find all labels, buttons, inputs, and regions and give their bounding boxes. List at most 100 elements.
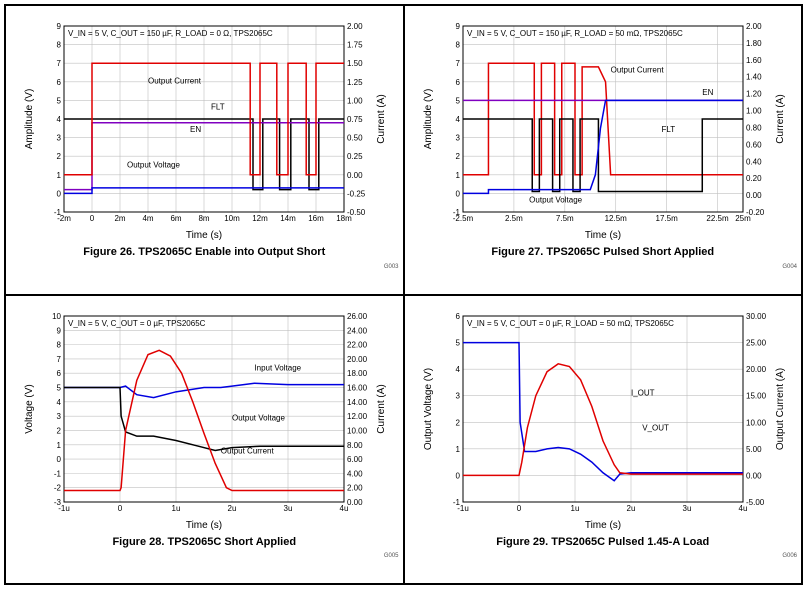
svg-text:-3: -3 xyxy=(54,498,62,507)
figure-grid: -2m02m4m6m8m10m12m14m16m18m-10123456789-… xyxy=(4,4,803,585)
svg-text:8: 8 xyxy=(455,41,460,50)
svg-text:4.00: 4.00 xyxy=(347,469,363,478)
svg-text:0: 0 xyxy=(517,504,522,513)
svg-text:-1: -1 xyxy=(453,208,461,217)
svg-text:7: 7 xyxy=(57,354,62,363)
svg-text:12.00: 12.00 xyxy=(347,412,368,421)
cell-fig27: -2.5m2.5m7.5m12.5m17.5m22.5m25m-10123456… xyxy=(404,5,803,295)
plot-fig27: -2.5m2.5m7.5m12.5m17.5m22.5m25m-10123456… xyxy=(419,12,787,242)
svg-text:2.00: 2.00 xyxy=(347,22,363,31)
svg-text:2u: 2u xyxy=(626,504,635,513)
svg-text:Amplitude (V): Amplitude (V) xyxy=(423,89,434,150)
svg-text:Voltage (V): Voltage (V) xyxy=(24,384,35,433)
cell-fig29: -1u01u2u3u4u-10123456-5.000.005.0010.001… xyxy=(404,295,803,585)
svg-text:1.75: 1.75 xyxy=(347,41,363,50)
svg-text:22.00: 22.00 xyxy=(347,340,368,349)
svg-text:20.00: 20.00 xyxy=(746,365,767,374)
svg-text:6m: 6m xyxy=(171,214,182,223)
svg-text:5: 5 xyxy=(455,338,460,347)
svg-text:V_OUT: V_OUT xyxy=(642,423,669,432)
svg-text:10.00: 10.00 xyxy=(746,418,767,427)
svg-text:0.50: 0.50 xyxy=(347,134,363,143)
plot-fig28: -1u01u2u3u4u-3-2-10123456789100.002.004.… xyxy=(20,302,388,532)
svg-text:6: 6 xyxy=(57,78,62,87)
svg-text:1: 1 xyxy=(455,171,460,180)
svg-text:-1: -1 xyxy=(453,498,461,507)
svg-text:1u: 1u xyxy=(570,504,579,513)
svg-text:0: 0 xyxy=(455,471,460,480)
svg-text:2: 2 xyxy=(57,152,62,161)
svg-text:0: 0 xyxy=(118,504,123,513)
svg-text:1: 1 xyxy=(57,440,62,449)
svg-text:1: 1 xyxy=(455,444,460,453)
svg-text:26.00: 26.00 xyxy=(347,312,368,321)
svg-text:-1: -1 xyxy=(54,208,62,217)
svg-text:2.00: 2.00 xyxy=(746,22,762,31)
caption-fig27: Figure 27. TPS2065C Pulsed Short Applied xyxy=(491,246,714,258)
svg-text:1.40: 1.40 xyxy=(746,73,762,82)
svg-text:8: 8 xyxy=(57,340,62,349)
svg-text:4m: 4m xyxy=(143,214,154,223)
svg-text:0.00: 0.00 xyxy=(746,471,762,480)
svg-text:9: 9 xyxy=(57,326,62,335)
svg-text:3u: 3u xyxy=(284,504,293,513)
svg-text:2: 2 xyxy=(455,152,460,161)
svg-text:16m: 16m xyxy=(308,214,324,223)
svg-text:I_OUT: I_OUT xyxy=(631,388,655,397)
svg-text:Time (s): Time (s) xyxy=(186,520,222,531)
svg-text:-5.00: -5.00 xyxy=(746,498,765,507)
svg-text:3u: 3u xyxy=(682,504,691,513)
svg-text:-0.25: -0.25 xyxy=(347,189,366,198)
svg-text:3: 3 xyxy=(57,134,62,143)
svg-text:10.00: 10.00 xyxy=(347,426,368,435)
svg-text:-0.20: -0.20 xyxy=(746,208,765,217)
svg-text:FLT: FLT xyxy=(661,125,675,134)
svg-text:0.60: 0.60 xyxy=(746,140,762,149)
svg-text:10: 10 xyxy=(52,312,61,321)
svg-text:12m: 12m xyxy=(252,214,268,223)
svg-text:2u: 2u xyxy=(228,504,237,513)
svg-text:EN: EN xyxy=(190,125,201,134)
svg-text:Time (s): Time (s) xyxy=(585,520,621,531)
svg-text:Output Voltage: Output Voltage xyxy=(529,196,582,205)
svg-text:25.00: 25.00 xyxy=(746,338,767,347)
svg-text:9: 9 xyxy=(57,22,62,31)
svg-text:3: 3 xyxy=(57,412,62,421)
svg-text:-1: -1 xyxy=(54,469,62,478)
svg-text:Output Current: Output Current xyxy=(221,446,275,455)
svg-text:6: 6 xyxy=(455,78,460,87)
svg-text:6: 6 xyxy=(57,369,62,378)
svg-text:Output Current (A): Output Current (A) xyxy=(775,367,786,449)
svg-text:1: 1 xyxy=(57,171,62,180)
svg-text:6: 6 xyxy=(455,312,460,321)
svg-text:1.25: 1.25 xyxy=(347,78,363,87)
svg-text:Current (A): Current (A) xyxy=(376,94,387,143)
svg-text:3: 3 xyxy=(455,134,460,143)
svg-text:14m: 14m xyxy=(280,214,296,223)
svg-text:0.00: 0.00 xyxy=(347,498,363,507)
svg-text:9: 9 xyxy=(455,22,460,31)
svg-text:0.75: 0.75 xyxy=(347,115,363,124)
svg-text:0: 0 xyxy=(57,455,62,464)
svg-text:6.00: 6.00 xyxy=(347,455,363,464)
svg-text:7: 7 xyxy=(455,59,460,68)
svg-text:1.50: 1.50 xyxy=(347,59,363,68)
svg-text:Input Voltage: Input Voltage xyxy=(255,363,302,372)
svg-text:14.00: 14.00 xyxy=(347,397,368,406)
id-fig29: G006 xyxy=(782,553,797,559)
svg-text:0.00: 0.00 xyxy=(347,171,363,180)
svg-text:0: 0 xyxy=(455,189,460,198)
svg-text:Current (A): Current (A) xyxy=(376,384,387,433)
svg-text:0.20: 0.20 xyxy=(746,174,762,183)
svg-text:V_IN = 5 V, C_OUT = 150 µF, R_: V_IN = 5 V, C_OUT = 150 µF, R_LOAD = 50 … xyxy=(467,29,683,38)
svg-text:4: 4 xyxy=(57,397,62,406)
svg-text:EN: EN xyxy=(702,88,713,97)
cell-fig26: -2m02m4m6m8m10m12m14m16m18m-10123456789-… xyxy=(5,5,404,295)
svg-text:Output Voltage: Output Voltage xyxy=(127,160,180,169)
svg-text:V_IN = 5 V, C_OUT = 0 µF, R_LO: V_IN = 5 V, C_OUT = 0 µF, R_LOAD = 50 mΩ… xyxy=(467,319,674,328)
svg-text:1.00: 1.00 xyxy=(347,96,363,105)
caption-fig28: Figure 28. TPS2065C Short Applied xyxy=(112,536,296,548)
svg-text:7.5m: 7.5m xyxy=(556,214,574,223)
svg-text:-2: -2 xyxy=(54,483,62,492)
svg-text:20.00: 20.00 xyxy=(347,354,368,363)
